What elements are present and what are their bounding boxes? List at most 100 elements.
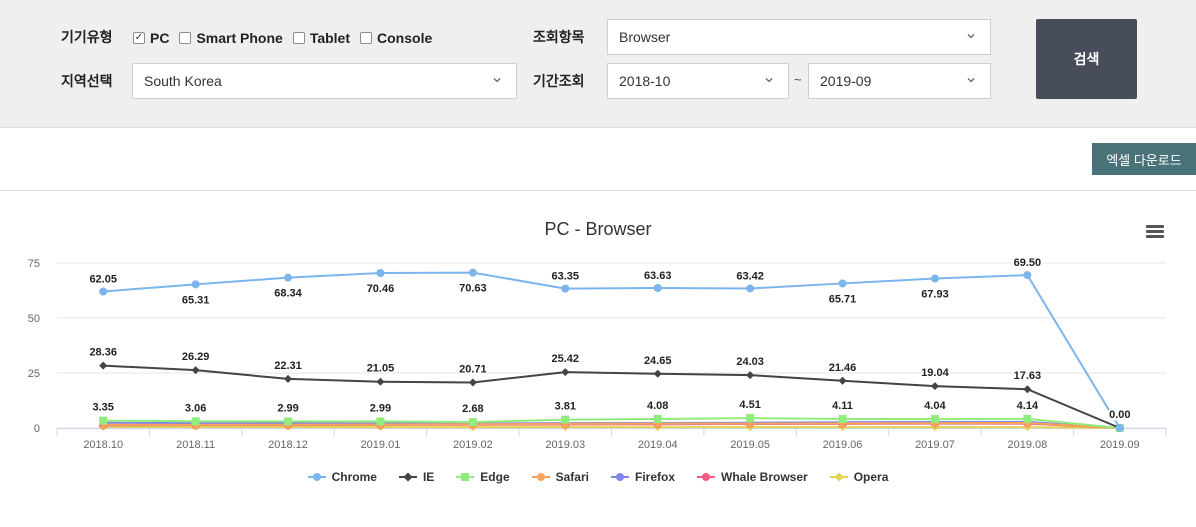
period-separator: ~ [794, 72, 802, 87]
data-label-chrome: 63.35 [552, 271, 580, 283]
legend-label: Chrome [331, 470, 377, 484]
region-select[interactable]: South Korea [132, 63, 517, 99]
x-tick-label: 2019.08 [1007, 439, 1047, 451]
data-point-chrome [376, 268, 385, 277]
legend-label: Whale Browser [721, 470, 808, 484]
device-type-label: 기기유형 [61, 29, 113, 45]
data-label-chrome: 70.46 [367, 283, 395, 295]
item-label: 조회항목 [533, 29, 585, 45]
data-point-ie [653, 369, 662, 378]
data-label-chrome: 65.31 [182, 294, 210, 306]
data-label-ie: 25.42 [552, 353, 580, 365]
data-label-ie: 20.71 [459, 363, 487, 375]
region-select-value: South Korea [144, 73, 222, 89]
x-tick-label: 2019.07 [915, 439, 955, 451]
x-tick-label: 2019.03 [545, 439, 585, 451]
data-label-ie: 19.04 [921, 367, 949, 379]
legend-item-safari[interactable]: Safari [531, 470, 589, 484]
line-chart: 0 25 50 75 2018.10 2018.11 2018.12 2019.01 2019.… [28, 256, 1167, 451]
data-label-ie: 0.00 [1109, 409, 1130, 421]
checkbox-checked-icon[interactable]: ✓ [133, 32, 145, 44]
data-label-chrome: 68.34 [274, 288, 302, 300]
data-label-chrome: 67.93 [921, 289, 949, 301]
data-point-chrome [746, 284, 755, 293]
data-point-ie [746, 371, 755, 380]
data-label-edge: 2.68 [462, 403, 483, 415]
data-label-ie: 28.36 [89, 347, 117, 359]
y-tick-label: 75 [28, 258, 40, 270]
data-point-ie [191, 366, 200, 375]
period-to-select[interactable]: 2019-09 [808, 63, 991, 99]
checkbox-icon[interactable] [360, 32, 373, 44]
data-label-chrome: 63.63 [644, 270, 672, 282]
period-to-value: 2019-09 [820, 73, 872, 89]
data-label-edge: 3.81 [555, 401, 576, 413]
data-point-chrome [561, 284, 570, 293]
chevron-down-icon [493, 78, 501, 83]
checkbox-icon[interactable] [292, 32, 305, 44]
y-tick-label: 25 [28, 368, 40, 380]
data-label-edge: 0.00 [1109, 409, 1130, 421]
search-button[interactable]: 검색 [1036, 19, 1137, 99]
data-point-safari [930, 419, 939, 428]
data-label-edge: 2.99 [370, 402, 391, 414]
x-tick-label: 2018.11 [176, 439, 215, 451]
period-label: 기간조회 [533, 73, 585, 89]
device-checkbox-tablet[interactable]: Tablet [292, 30, 350, 46]
data-point-safari [653, 419, 662, 428]
data-point-ie [284, 374, 293, 383]
series-line-edge [103, 417, 1120, 429]
x-tick-label: 2019.04 [638, 439, 678, 451]
data-point-chrome [930, 274, 939, 283]
x-tick-label: 2018.12 [268, 439, 308, 451]
data-label-ie: 26.29 [182, 351, 210, 363]
legend-symbol-icon [307, 472, 326, 482]
legend-item-whale-browser[interactable]: Whale Browser [697, 470, 808, 484]
filter-panel: 기기유형 ✓ PC Smart Phone Tablet Console 지역선… [0, 0, 1196, 128]
legend-symbol-icon [398, 472, 417, 482]
data-point-edge [376, 417, 385, 426]
chevron-down-icon [765, 78, 773, 83]
legend-item-ie[interactable]: IE [398, 470, 434, 484]
period-from-value: 2018-10 [619, 73, 671, 89]
legend-item-opera[interactable]: Opera [829, 470, 889, 484]
device-checkbox-pc[interactable]: ✓ PC [133, 30, 169, 46]
series-line-ie [103, 364, 1121, 429]
data-point-safari [99, 420, 108, 429]
legend-item-firefox[interactable]: Firefox [610, 470, 675, 484]
legend-label: Firefox [634, 470, 675, 484]
device-label-pc: PC [150, 30, 170, 46]
legend-label: Opera [853, 470, 889, 484]
data-label-edge: 3.06 [185, 402, 206, 414]
data-label-ie: 21.05 [367, 363, 395, 375]
legend-item-edge[interactable]: Edge [456, 470, 510, 484]
chevron-down-icon [967, 78, 975, 83]
checkbox-icon[interactable] [179, 32, 192, 44]
x-tick-label: 2018.10 [83, 439, 123, 451]
data-point-ie [468, 378, 477, 387]
data-label-ie: 22.31 [274, 360, 302, 372]
data-point-chrome [468, 268, 477, 277]
period-from-select[interactable]: 2018-10 [607, 63, 789, 99]
data-label-chrome: 69.50 [1014, 257, 1042, 269]
excel-download-button[interactable]: 엑셀 다운로드 [1092, 143, 1196, 175]
data-point-safari [561, 419, 570, 428]
y-tick-label: 50 [28, 313, 40, 325]
device-checkbox-smartphone[interactable]: Smart Phone [179, 30, 283, 46]
item-select[interactable]: Browser [607, 19, 991, 55]
data-point-edge [561, 415, 570, 424]
legend-item-chrome[interactable]: Chrome [307, 470, 377, 484]
data-point-chrome [1115, 424, 1124, 432]
device-label-console: Console [377, 30, 433, 46]
device-checkbox-console[interactable]: Console [360, 30, 432, 46]
legend-symbol-icon [697, 472, 715, 482]
data-point-edge [930, 415, 939, 424]
data-label-ie: 21.46 [829, 362, 857, 374]
data-point-edge [1023, 414, 1032, 423]
data-point-ie [1023, 385, 1032, 394]
data-label-edge: 4.08 [647, 400, 668, 412]
data-point-edge [746, 414, 755, 423]
region-label: 지역선택 [61, 73, 113, 89]
hamburger-menu-icon[interactable] [1146, 225, 1164, 239]
data-point-edge [99, 416, 108, 425]
